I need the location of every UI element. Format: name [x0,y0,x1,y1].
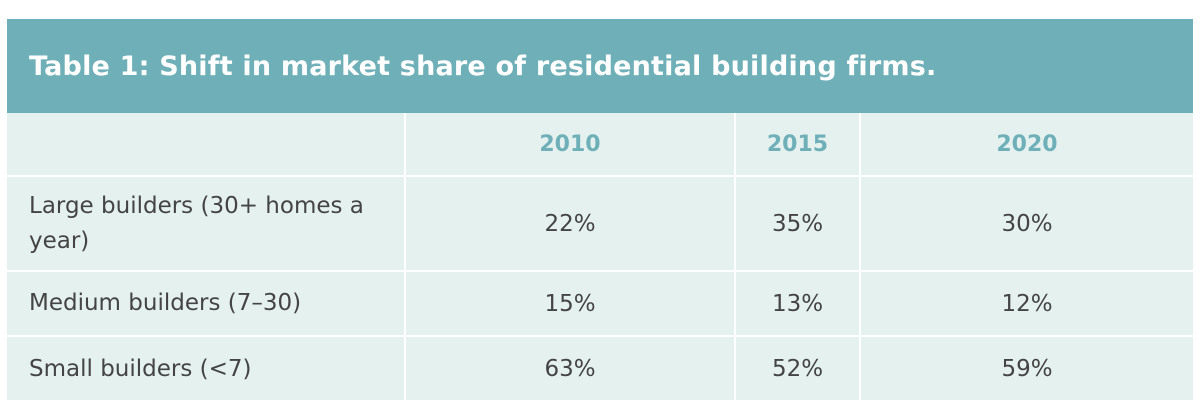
cell-small-2020: 59% [859,335,1193,401]
header-cell-2010: 2010 [404,113,736,177]
header-cell-empty [7,113,406,177]
table-row-medium-builders: Medium builders (7–30) 15% 13% 12% [7,270,1193,337]
cell-large-2015: 35% [734,176,861,272]
table-row-small-builders: Small builders (<7) 63% 52% 59% [7,335,1193,401]
row-label-small-builders: Small builders (<7) [7,335,406,401]
table-title: Table 1: Shift in market share of reside… [29,50,937,82]
cell-small-2015: 52% [734,335,861,401]
cell-medium-2010: 15% [404,270,736,337]
cell-medium-2020: 12% [859,270,1193,337]
header-row: 2010 2015 2020 [7,113,1193,177]
header-cell-2020: 2020 [859,113,1193,177]
market-share-table: 2010 2015 2020 Large builders (30+ homes… [7,113,1193,401]
row-label-large-builders: Large builders (30+ homes a year) [7,176,406,272]
cell-large-2020: 30% [859,176,1193,272]
cell-small-2010: 63% [404,335,736,401]
cell-large-2010: 22% [404,176,736,272]
table-title-bar: Table 1: Shift in market share of reside… [7,19,1193,113]
cell-medium-2015: 13% [734,270,861,337]
market-share-table-card: Table 1: Shift in market share of reside… [7,19,1193,401]
table-row-large-builders: Large builders (30+ homes a year) 22% 35… [7,176,1193,272]
header-cell-2015: 2015 [734,113,861,177]
row-label-medium-builders: Medium builders (7–30) [7,270,406,337]
